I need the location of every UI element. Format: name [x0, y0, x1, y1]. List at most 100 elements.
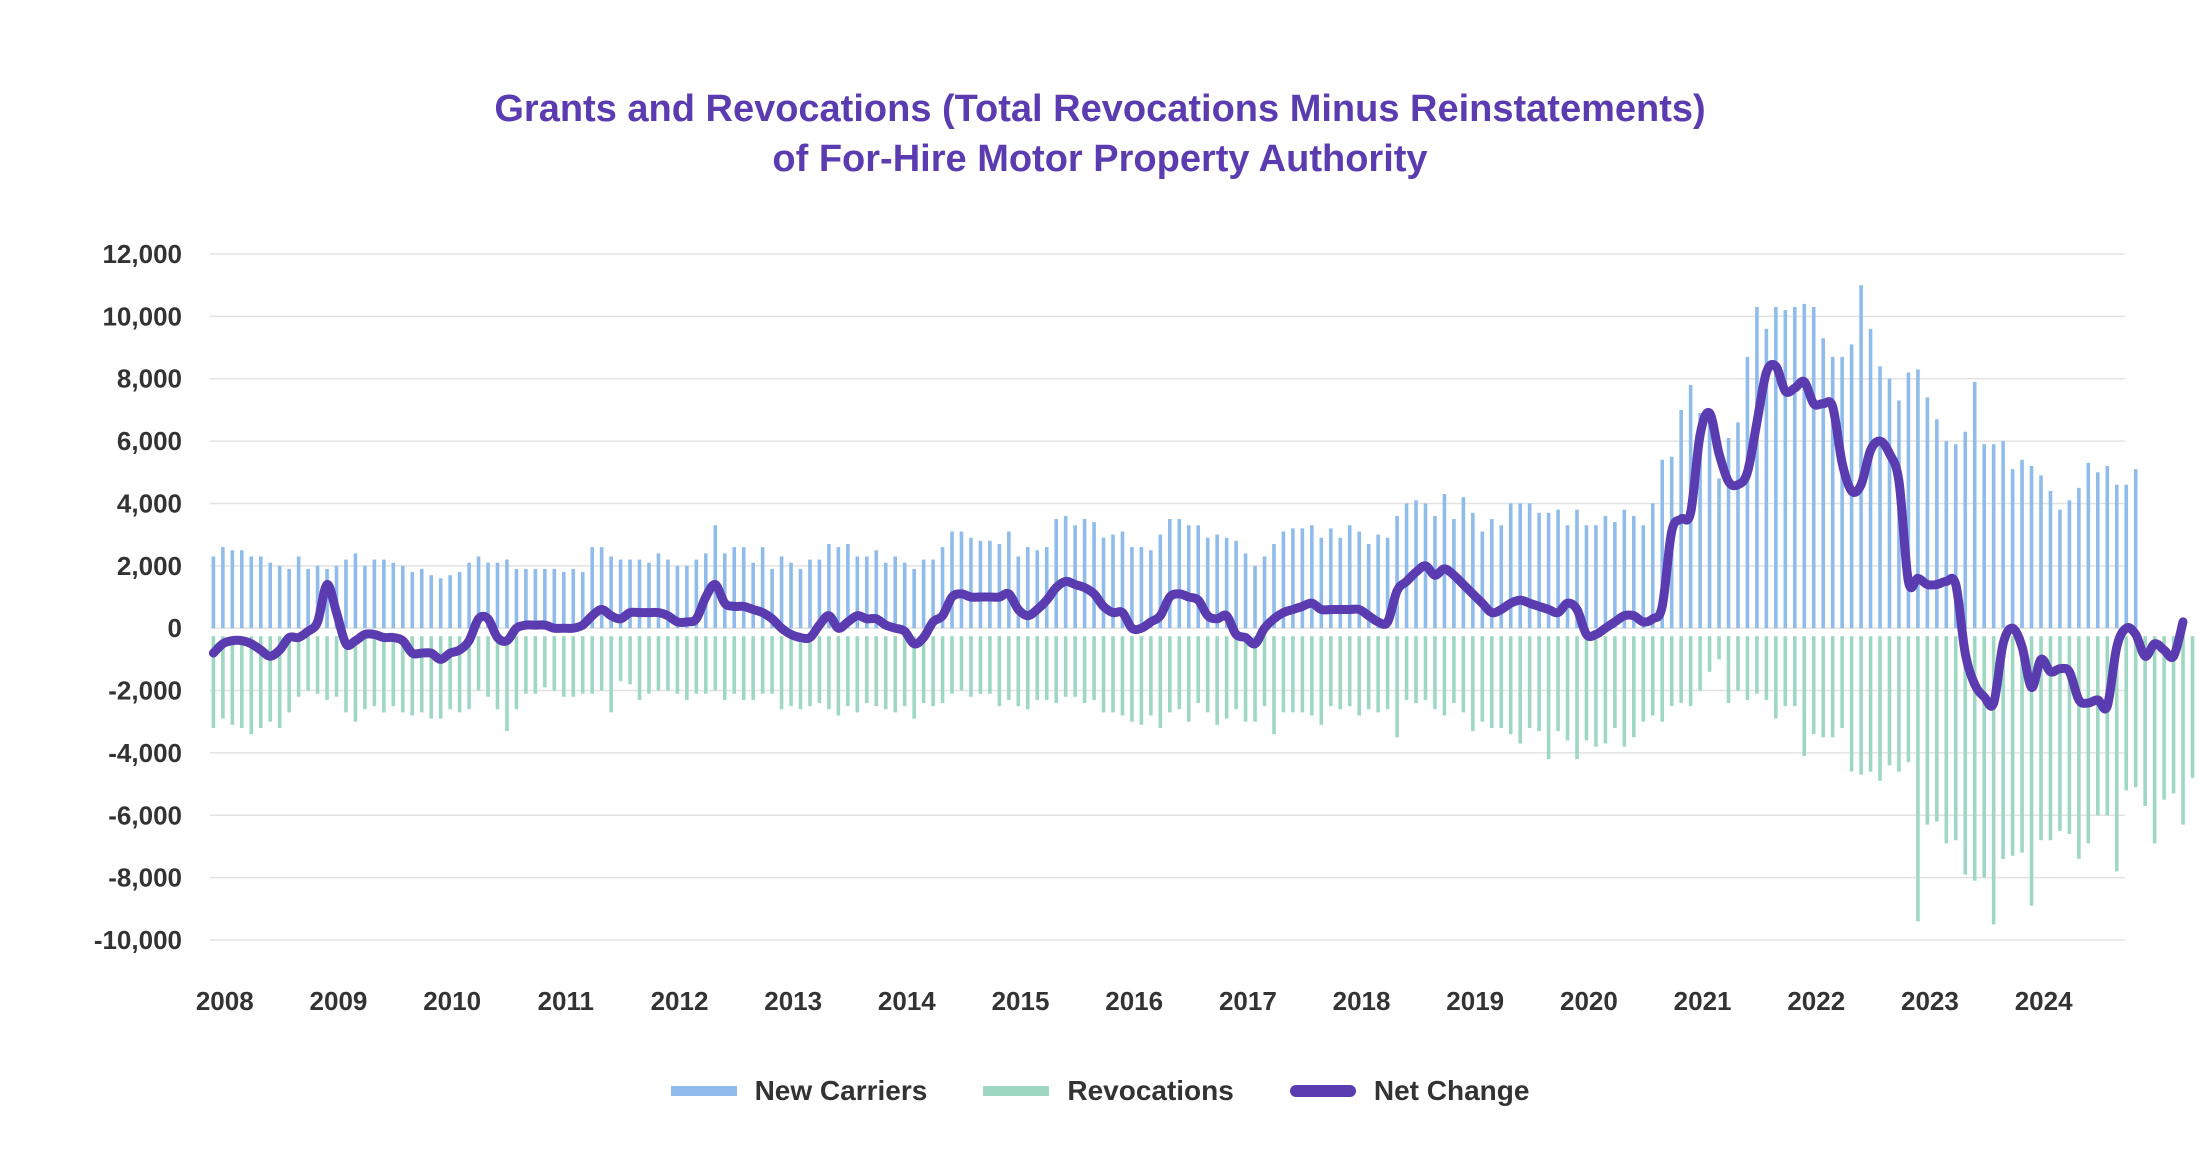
- bar-new-carriers: [1755, 307, 1759, 629]
- bar-new-carriers: [1366, 543, 1371, 629]
- bar-revocations: [988, 636, 992, 694]
- bar-revocations: [1650, 636, 1655, 716]
- bar-new-carriers: [315, 565, 320, 629]
- bar-new-carriers: [666, 559, 670, 629]
- bar-revocations: [2010, 636, 2015, 856]
- bar-new-carriers: [543, 568, 547, 629]
- bar-new-carriers: [1347, 525, 1352, 629]
- bar-new-carriers: [448, 575, 452, 629]
- bar-revocations: [789, 636, 793, 707]
- bar-new-carriers: [1963, 431, 1968, 629]
- bar-revocations: [1186, 636, 1191, 722]
- bar-revocations: [1414, 636, 1418, 704]
- bar-new-carriers: [808, 559, 812, 629]
- bar-new-carriers: [1953, 444, 1958, 629]
- bar-new-carriers: [675, 565, 680, 629]
- bar-new-carriers: [287, 568, 291, 629]
- bar-new-carriers: [628, 559, 632, 629]
- bar-revocations: [1811, 636, 1816, 735]
- bar-revocations: [1575, 636, 1579, 760]
- bar-revocations: [1916, 636, 1920, 922]
- bar-new-carriers: [391, 562, 396, 629]
- bar-new-carriers: [1130, 547, 1134, 629]
- bar-revocations: [2171, 636, 2176, 794]
- bar-new-carriers: [1906, 372, 1911, 629]
- bar-revocations: [1158, 636, 1163, 728]
- bar-new-carriers: [552, 568, 557, 629]
- y-axis-labels: 12,000 10,000 8,000 6,000 4,000 2,000 0 -2,000 -…: [94, 239, 182, 955]
- bar-revocations: [931, 636, 935, 707]
- bar-new-carriers: [1480, 531, 1485, 629]
- bar-revocations: [1215, 636, 1219, 725]
- bar-revocations: [1347, 636, 1352, 707]
- bar-revocations: [1025, 636, 1030, 710]
- bar-new-carriers: [240, 550, 244, 629]
- bar-new-carriers: [2067, 500, 2072, 629]
- bar-revocations: [760, 636, 765, 694]
- bar-new-carriers: [921, 559, 926, 629]
- bar-new-carriers: [1736, 422, 1740, 629]
- bar-revocations: [1584, 636, 1589, 741]
- bar-new-carriers: [1139, 547, 1144, 629]
- line-layer: [208, 359, 2188, 714]
- bar-new-carriers: [495, 562, 500, 629]
- x-tick-label: 2016: [1105, 986, 1163, 1016]
- y-tick-label: 2,000: [117, 551, 182, 581]
- y-tick-label: 4,000: [117, 488, 182, 518]
- bar-new-carriers: [258, 556, 263, 629]
- bar-new-carriers: [902, 562, 907, 629]
- chart-subtitle: of For-Hire Motor Property Authority: [772, 138, 1428, 180]
- bar-new-carriers: [1859, 285, 1863, 629]
- bar-revocations: [1338, 636, 1343, 710]
- bar-revocations: [2143, 636, 2147, 806]
- bars-layer: [211, 285, 2195, 925]
- bar-new-carriers: [1641, 525, 1646, 629]
- bar-new-carriers: [883, 562, 888, 629]
- bar-new-carriers: [533, 568, 538, 629]
- bar-revocations: [798, 636, 803, 710]
- bar-revocations: [694, 636, 699, 694]
- bar-new-carriers: [2010, 469, 2015, 629]
- bar-new-carriers: [1489, 519, 1494, 629]
- bar-new-carriers: [296, 556, 301, 629]
- bar-new-carriers: [618, 559, 623, 629]
- bar-revocations: [543, 636, 547, 688]
- bar-revocations: [732, 636, 737, 694]
- bar-revocations: [400, 636, 405, 713]
- x-tick-label: 2009: [310, 986, 368, 1016]
- bar-new-carriers: [1063, 515, 1068, 629]
- bar-new-carriers: [997, 543, 1002, 629]
- bar-new-carriers: [732, 547, 737, 629]
- bar-revocations: [1613, 636, 1617, 728]
- bar-revocations: [1527, 636, 1532, 728]
- bar-revocations: [1546, 636, 1551, 760]
- bar-revocations: [306, 636, 310, 691]
- bar-revocations: [1632, 636, 1636, 738]
- bar-revocations: [1840, 636, 1844, 728]
- bar-revocations: [599, 636, 604, 691]
- bar-revocations: [921, 636, 926, 704]
- bar-new-carriers: [486, 562, 490, 629]
- bar-new-carriers: [855, 556, 860, 629]
- bar-new-carriers: [429, 575, 434, 629]
- bar-revocations: [467, 636, 471, 710]
- bar-revocations: [590, 636, 594, 694]
- bar-revocations: [1433, 636, 1437, 710]
- bar-revocations: [1423, 636, 1428, 700]
- bar-revocations: [353, 636, 358, 722]
- legend-item-new-carriers: New Carriers: [670, 1075, 927, 1107]
- bar-revocations: [1982, 636, 1986, 878]
- bar-revocations: [533, 636, 538, 694]
- bar-new-carriers: [1385, 537, 1390, 629]
- bar-revocations: [211, 636, 216, 728]
- bar-revocations: [1376, 636, 1380, 713]
- bar-new-carriers: [1149, 550, 1153, 629]
- bar-revocations: [770, 636, 774, 694]
- bar-new-carriers: [931, 559, 935, 629]
- bar-revocations: [1508, 636, 1513, 735]
- bar-new-carriers: [1404, 503, 1409, 629]
- x-tick-label: 2020: [1560, 986, 1618, 1016]
- bar-revocations: [249, 636, 254, 735]
- bar-revocations: [836, 636, 841, 716]
- bar-new-carriers: [1707, 422, 1712, 629]
